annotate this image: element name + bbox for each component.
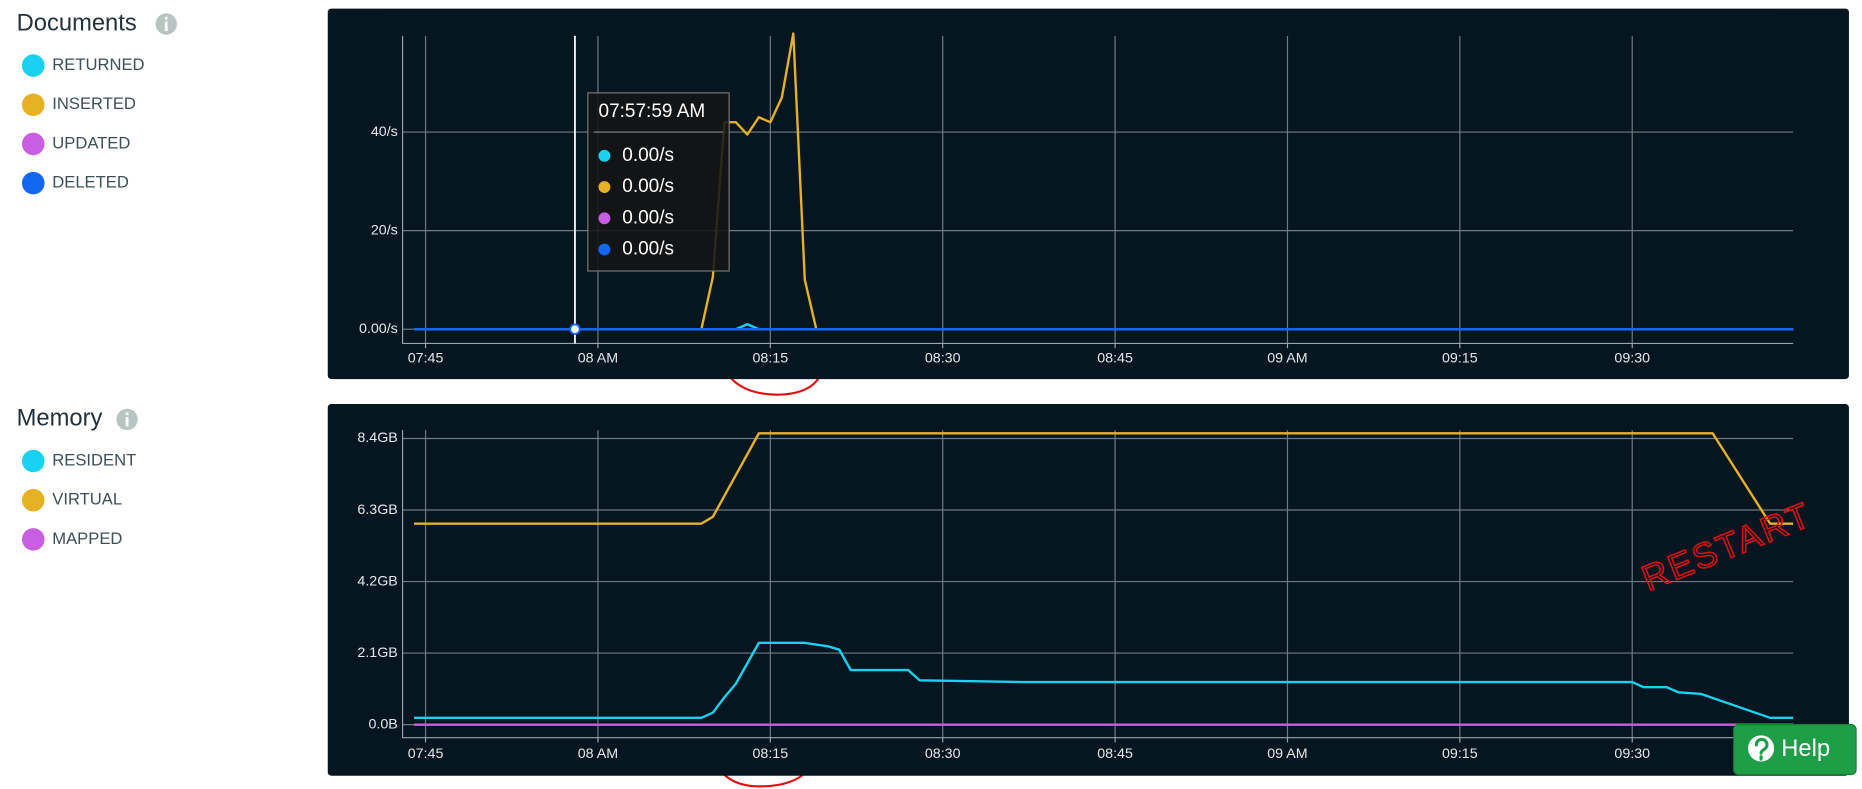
chart-panel [327,8,1849,380]
legend-label: INSERTED [52,94,136,113]
x-tick-label: 09:15 [1442,746,1478,762]
y-tick-label: 0.00/s [359,321,398,337]
x-tick-label: 08:30 [925,746,961,762]
chart-1: Memory RESIDENT VIRTUAL MAPPED 0.0B 2.1GB 4.2G… [17,404,1849,776]
tooltip-value: 0.00/s [622,145,674,166]
info-icon-stem [164,21,168,32]
tooltip-value: 0.00/s [622,176,674,197]
y-tick-label: 0.0B [368,716,397,732]
tooltip-swatch [598,243,611,256]
legend-swatch [21,488,45,512]
x-tick-label: 09:30 [1614,746,1650,762]
series-line [414,432,1794,525]
y-tick-label: 6.3GB [357,502,397,518]
tooltip-time: 07:57:59 AM [599,101,706,122]
legend-swatch [21,93,45,117]
x-tick-label: 08:15 [752,746,788,762]
x-tick-label: 07:45 [408,351,444,367]
tooltip-swatch [598,149,611,162]
series-line [414,32,1794,331]
legend-swatch [21,171,45,195]
x-tick-label: 09:15 [1442,351,1478,367]
cursor-dot [569,323,581,335]
y-tick-label: 2.1GB [357,645,397,661]
y-tick-label: 4.2GB [357,573,397,589]
section-title: Documents [17,9,137,36]
tooltip-swatch [598,212,611,225]
x-tick-label: 08 AM [578,746,618,762]
help-label: Help [1781,735,1830,762]
legend-label: MAPPED [52,529,122,548]
chart-0: Documents RETURNED INSERTED UPDATED DELETED 0… [17,8,1849,380]
legend-label: UPDATED [52,133,130,152]
y-tick-label: 40/s [371,124,398,140]
y-tick-label: 20/s [371,222,398,238]
info-icon-dot [164,16,168,20]
help-button[interactable]: Help [1733,724,1857,776]
x-tick-label: 08:45 [1097,351,1133,367]
info-icon-stem [125,417,129,427]
x-tick-label: 07:45 [408,746,444,762]
legend-label: VIRTUAL [52,490,122,509]
info-icon-dot [125,412,129,416]
legend-swatch [21,449,45,473]
y-tick-label: 8.4GB [357,430,397,446]
tooltip-box [587,92,730,272]
x-tick-label: 08:45 [1097,746,1133,762]
x-tick-label: 08 AM [578,351,618,367]
tooltip-swatch [598,181,611,193]
series-line [414,641,1794,719]
legend-swatch [21,528,45,551]
legend-label: RESIDENT [52,450,136,469]
x-tick-label: 08:15 [752,351,788,367]
legend-label: RETURNED [52,55,144,74]
legend-swatch [21,54,45,77]
legend-label: DELETED [52,173,129,192]
x-tick-label: 09 AM [1267,351,1307,367]
x-tick-label: 09 AM [1267,746,1307,762]
chart-panel [327,404,1849,776]
tooltip-value: 0.00/s [622,207,674,228]
tooltip-value: 0.00/s [622,239,674,260]
section-title: Memory [17,405,103,432]
x-tick-label: 08:30 [925,351,961,367]
legend-swatch [21,132,45,156]
x-tick-label: 09:30 [1614,351,1650,367]
help-icon-mark [1754,737,1769,761]
